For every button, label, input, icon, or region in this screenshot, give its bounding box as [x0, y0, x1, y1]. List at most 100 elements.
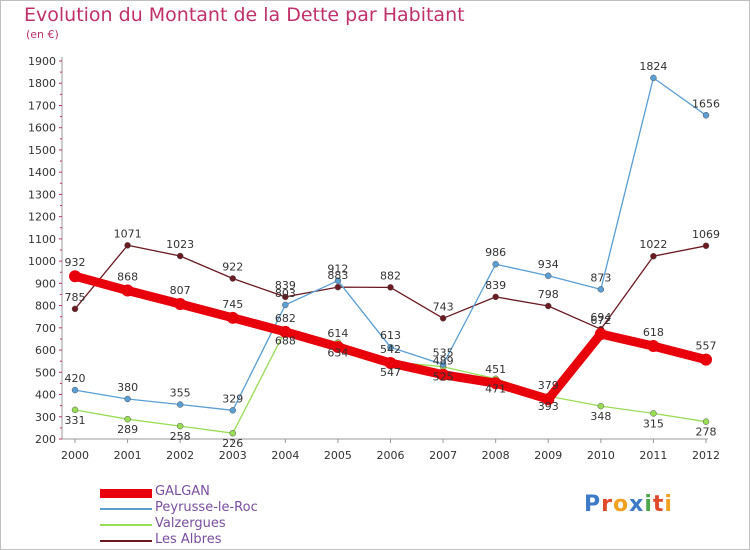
data-label: 489	[433, 355, 454, 368]
y-tick-label: 700	[35, 322, 56, 335]
data-label: 315	[643, 417, 664, 430]
x-tick-label: 2010	[587, 449, 615, 462]
data-label: 329	[222, 392, 243, 405]
y-tick-label: 1000	[28, 255, 56, 268]
data-point	[124, 242, 131, 249]
data-label: 883	[327, 269, 348, 282]
data-label: 618	[643, 326, 664, 339]
data-label: 1824	[639, 60, 667, 73]
legend-swatch	[100, 508, 152, 510]
data-point	[702, 418, 710, 425]
data-point	[597, 286, 605, 293]
data-label: 803	[275, 287, 296, 300]
data-point	[174, 298, 187, 311]
data-point	[647, 340, 660, 353]
data-label: 289	[117, 423, 138, 436]
data-point	[437, 368, 450, 381]
data-label: 393	[538, 400, 559, 413]
data-point	[176, 252, 184, 260]
data-point	[387, 284, 394, 291]
x-tick-label: 2001	[114, 449, 142, 462]
data-label: 1023	[166, 238, 194, 251]
y-tick-label: 1700	[28, 99, 56, 112]
data-point	[71, 386, 79, 394]
data-point	[492, 260, 499, 268]
proxiti-logo: Proxiti	[584, 492, 673, 517]
data-label: 922	[222, 260, 243, 273]
data-label: 932	[65, 256, 86, 269]
legend: GALGAN Peyrusse-le-Roc Valzergues Les Albre…	[100, 484, 400, 549]
legend-swatch	[100, 524, 152, 526]
y-tick-label: 800	[35, 300, 56, 313]
data-label: 694	[590, 311, 611, 324]
x-tick-label: 2005	[324, 449, 352, 462]
data-label: 1071	[114, 227, 142, 240]
data-label: 688	[275, 334, 296, 347]
data-point	[702, 112, 710, 119]
data-point	[702, 242, 710, 250]
data-point	[545, 272, 552, 280]
x-tick-label: 2009	[534, 449, 562, 462]
data-label: 807	[170, 284, 191, 297]
x-tick-label: 2012	[692, 449, 720, 462]
data-label: 379	[538, 379, 559, 392]
legend-label: Les Albres	[155, 532, 222, 547]
data-label: 1069	[692, 228, 720, 241]
data-label: 745	[222, 298, 243, 311]
data-label: 380	[117, 381, 138, 394]
data-point	[226, 311, 239, 324]
data-label: 420	[65, 372, 86, 385]
y-tick-label: 300	[35, 411, 56, 424]
data-point	[229, 275, 236, 282]
legend-swatch	[100, 488, 152, 498]
data-point	[279, 325, 292, 338]
y-tick-label: 1300	[28, 188, 56, 201]
legend-item: GALGAN	[100, 484, 400, 501]
x-tick-label: 2003	[219, 449, 247, 462]
x-tick-label: 2011	[639, 449, 667, 462]
data-label: 785	[65, 291, 86, 304]
x-tick-label: 2007	[429, 449, 457, 462]
data-label: 613	[380, 329, 401, 342]
legend-item: Peyrusse-le-Roc	[100, 500, 400, 517]
data-point	[176, 401, 184, 408]
data-point	[176, 422, 184, 430]
data-label: 1022	[639, 238, 667, 251]
legend-swatch	[100, 540, 152, 542]
data-label: 355	[170, 387, 191, 400]
legend-label: GALGAN	[155, 484, 210, 499]
data-label: 672	[590, 314, 611, 327]
y-tick-label: 400	[35, 389, 56, 402]
data-point	[439, 315, 447, 322]
data-label: 743	[433, 300, 454, 313]
data-point	[331, 340, 344, 353]
data-label: 226	[222, 437, 243, 450]
y-tick-label: 1900	[28, 55, 56, 68]
data-label: 258	[170, 430, 191, 443]
chart-title: Evolution du Montant de la Dette par Hab…	[24, 4, 465, 26]
data-point	[542, 393, 555, 406]
data-label: 547	[380, 366, 401, 379]
y-tick-label: 1500	[28, 144, 56, 157]
data-label: 614	[327, 327, 348, 340]
data-label: 873	[590, 271, 611, 284]
data-point	[650, 252, 657, 260]
legend-label: Peyrusse-le-Roc	[155, 500, 258, 515]
data-point	[650, 410, 657, 417]
legend-item: Les Albres	[100, 532, 400, 549]
y-tick-label: 600	[35, 344, 56, 357]
data-label: 348	[590, 410, 611, 423]
data-point	[334, 283, 342, 291]
data-point	[71, 406, 79, 414]
data-point	[439, 361, 447, 368]
data-point	[594, 328, 607, 341]
data-label: 839	[275, 279, 296, 292]
data-label: 839	[485, 279, 506, 292]
data-label: 912	[327, 263, 348, 276]
chart-subtitle: (en €)	[26, 28, 59, 41]
data-point	[597, 402, 605, 410]
y-tick-label: 1800	[28, 77, 56, 90]
data-label: 882	[380, 269, 401, 282]
data-label: 278	[696, 426, 717, 439]
